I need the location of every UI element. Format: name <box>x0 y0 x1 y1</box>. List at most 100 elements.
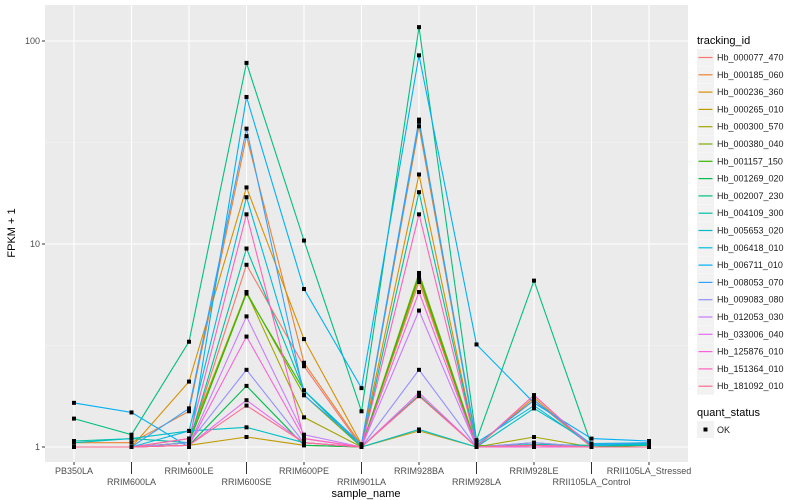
data-point <box>532 400 536 405</box>
data-point <box>187 379 191 384</box>
data-point <box>417 367 421 372</box>
data-point <box>532 278 536 283</box>
legend-label: Hb_004109_300 <box>717 208 784 218</box>
data-point <box>302 287 306 292</box>
legend-label: Hb_006418_010 <box>717 243 784 253</box>
data-point <box>417 53 421 58</box>
data-point <box>302 337 306 342</box>
data-point <box>244 246 249 251</box>
data-point <box>647 440 651 445</box>
data-point <box>187 339 191 344</box>
x-tick-label: RRIM928BA <box>394 466 444 476</box>
data-point <box>129 445 134 449</box>
data-point <box>417 212 421 217</box>
data-point <box>474 342 479 347</box>
legend-label: Hb_181092_010 <box>717 381 784 391</box>
data-point <box>417 270 421 275</box>
x-tick-label: RRIM600LA <box>107 477 156 487</box>
legend-label: Hb_000300_570 <box>717 122 784 132</box>
data-point <box>244 334 249 339</box>
data-point <box>244 126 249 131</box>
data-point <box>187 428 191 433</box>
legend: tracking_id Hb_000077_470 Hb_000185_060 Hb… <box>697 35 784 438</box>
plot-panel <box>45 5 688 462</box>
square-point-icon <box>703 427 708 432</box>
data-point <box>129 410 134 415</box>
data-point <box>532 403 536 408</box>
legend-label: Hb_125876_010 <box>717 347 784 357</box>
data-point <box>244 403 249 408</box>
data-point <box>417 276 421 281</box>
data-point <box>302 364 306 369</box>
legend-label: Hb_000185_060 <box>717 70 784 80</box>
data-point <box>302 436 306 441</box>
x-tick-label: RRIM600LE <box>164 466 213 476</box>
legend-label: Hb_012053_030 <box>717 312 784 322</box>
data-point <box>244 314 249 319</box>
legend-label: Hb_151364_010 <box>717 364 784 374</box>
data-point <box>359 445 364 449</box>
data-point <box>244 212 249 217</box>
data-point <box>129 440 134 445</box>
legend-label: Hb_005653_020 <box>717 226 784 236</box>
legend-label: Hb_000236_360 <box>717 87 784 97</box>
data-point <box>244 435 249 440</box>
data-point <box>244 185 249 190</box>
data-point <box>302 443 306 448</box>
y-axis-title: FPKM + 1 <box>6 208 18 257</box>
legend-label-ok: OK <box>717 425 730 435</box>
data-point <box>244 94 249 99</box>
data-point <box>302 238 306 243</box>
data-point <box>647 445 651 449</box>
data-point <box>302 440 306 445</box>
data-point <box>417 390 421 395</box>
data-point <box>532 406 536 411</box>
legend-label: Hb_002007_230 <box>717 191 784 201</box>
data-point <box>244 291 249 296</box>
data-point <box>417 172 421 177</box>
data-point <box>244 383 249 388</box>
data-point <box>417 119 421 124</box>
x-axis-title: sample_name <box>331 488 400 500</box>
data-point <box>417 279 421 284</box>
data-point <box>302 360 306 365</box>
data-point <box>417 117 421 122</box>
x-tick-label: RRIM928LE <box>509 466 558 476</box>
data-point <box>589 436 594 441</box>
legend-label: Hb_008053_070 <box>717 277 784 287</box>
x-tick-label: RRIM928LA <box>452 477 501 487</box>
data-point <box>417 394 421 399</box>
data-point <box>302 432 306 437</box>
data-point <box>417 273 421 278</box>
shape-legend-title: quant_status <box>697 407 760 419</box>
data-point <box>417 290 421 295</box>
x-tick-label: RRII105LA_Control <box>552 477 630 487</box>
data-point <box>72 416 76 421</box>
data-point <box>72 400 76 405</box>
x-tick-label: RRIM600SE <box>221 477 271 487</box>
data-point <box>417 124 421 129</box>
data-point <box>244 425 249 430</box>
data-point <box>532 443 536 448</box>
data-point <box>129 432 134 437</box>
legend-label: Hb_009083_080 <box>717 295 784 305</box>
data-point <box>302 393 306 398</box>
data-point <box>244 60 249 65</box>
data-point <box>244 195 249 200</box>
data-point <box>244 262 249 267</box>
x-tick-label: RRII105LA_Stressed <box>607 466 692 476</box>
data-point <box>187 406 191 411</box>
data-point <box>417 427 421 432</box>
data-point <box>474 445 479 449</box>
data-point <box>129 436 134 441</box>
legend-label: Hb_001157_150 <box>717 156 783 166</box>
data-point <box>72 440 76 445</box>
legend-label: Hb_006711_010 <box>717 260 783 270</box>
data-point <box>187 409 191 414</box>
legend-label: Hb_001269_020 <box>717 174 784 184</box>
legend-label: Hb_000265_010 <box>717 104 784 114</box>
data-point <box>532 435 536 440</box>
y-tick-label: 10 <box>30 239 40 249</box>
data-point <box>417 190 421 195</box>
